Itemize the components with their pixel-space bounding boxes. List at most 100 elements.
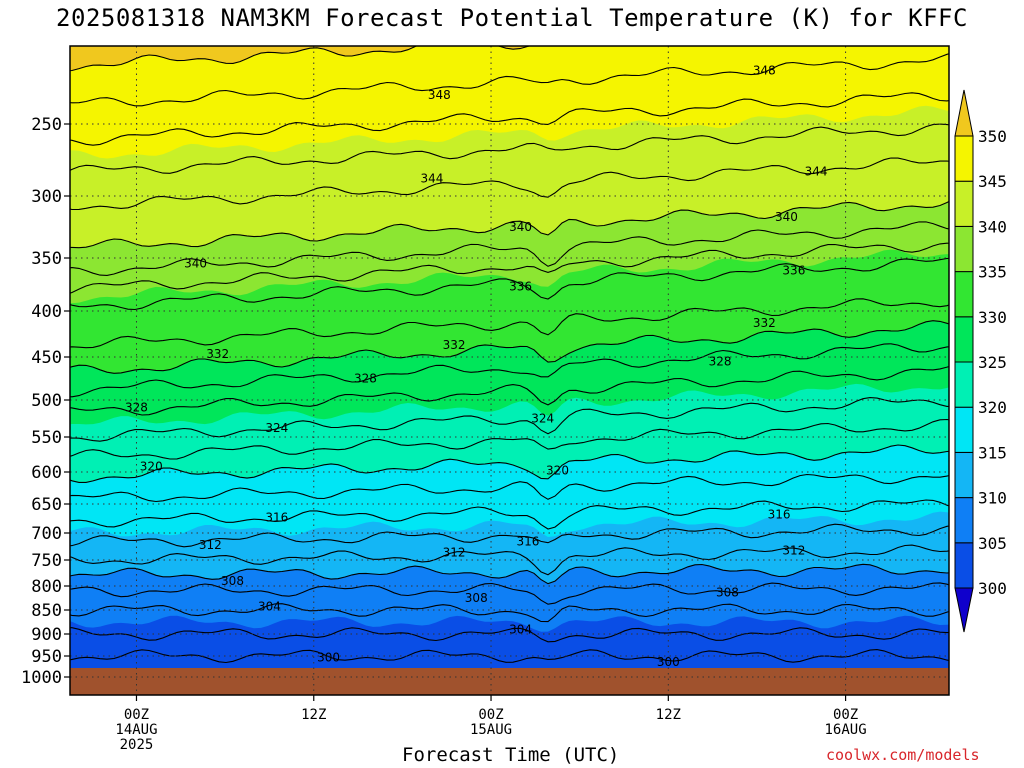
x-tick-label-0-2: 2025	[120, 737, 154, 753]
contour-label-324: 324	[265, 421, 288, 435]
y-tick-label-1000: 1000	[21, 668, 62, 688]
y-tick-label-850: 850	[31, 601, 62, 621]
chart-title: 2025081318 NAM3KM Forecast Potential Tem…	[56, 4, 968, 32]
y-tick-label-950: 950	[31, 647, 62, 667]
x-tick-label-0-0: 00Z	[124, 707, 149, 723]
y-tick-label-350: 350	[31, 249, 62, 269]
contour-330	[70, 320, 949, 374]
colorbar-label-330: 330	[978, 308, 1007, 327]
contour-326	[70, 365, 949, 416]
contour-label-340: 340	[184, 256, 207, 270]
contour-318	[70, 473, 949, 503]
colorbar-label-310: 310	[978, 489, 1007, 508]
contour-316	[70, 499, 949, 530]
contour-label-332: 332	[206, 347, 229, 361]
contour-label-348: 348	[428, 88, 451, 102]
band-345	[70, 46, 949, 159]
colorbar-label-340: 340	[978, 217, 1007, 236]
y-tick-label-900: 900	[31, 625, 62, 645]
contour-304	[70, 627, 949, 643]
colorbar-label-350: 350	[978, 127, 1007, 146]
x-tick-label-48-0: 00Z	[833, 707, 858, 723]
colorbar-segment-305	[954, 497, 974, 544]
plot-frame	[69, 45, 950, 696]
x-tick-label-48-1: 16AUG	[825, 722, 867, 738]
colorbar-label-335: 335	[978, 263, 1007, 282]
x-tick-label-24-1: 15AUG	[470, 722, 512, 738]
x-tick-label-24-0: 00Z	[478, 707, 503, 723]
x-tick-label-36-0: 12Z	[656, 707, 681, 723]
contour-348	[70, 53, 949, 107]
x-tick-label-0-1: 14AUG	[115, 722, 157, 738]
contour-label-308: 308	[716, 586, 739, 600]
contour-344	[70, 123, 949, 174]
contour-label-316: 316	[768, 507, 791, 521]
contour-320	[70, 444, 949, 483]
contour-label-308: 308	[221, 574, 244, 588]
site-credit: coolwx.com/models	[826, 746, 980, 764]
contour-label-348: 348	[753, 64, 776, 78]
band-350	[70, 46, 530, 71]
contour-label-320: 320	[140, 459, 163, 473]
contour-340	[70, 200, 949, 249]
contour-label-304: 304	[258, 600, 281, 614]
contour-338	[70, 221, 949, 276]
colorbar-segment-330	[954, 271, 974, 318]
contour-label-340: 340	[775, 210, 798, 224]
colorbar-label-315: 315	[978, 443, 1007, 462]
contour-label-320: 320	[546, 464, 569, 478]
contour-346	[70, 92, 949, 146]
contour-label-312: 312	[782, 543, 805, 557]
contour-label-332: 332	[443, 338, 466, 352]
colorbar-label-320: 320	[978, 398, 1007, 417]
contour-312	[70, 544, 949, 576]
contour-332	[70, 298, 949, 349]
contour-label-300: 300	[657, 655, 680, 669]
contour-label-332: 332	[753, 316, 776, 330]
y-tick-label-750: 750	[31, 551, 62, 571]
colorbar-segment-300	[954, 542, 974, 589]
contour-label-312: 312	[199, 538, 222, 552]
y-tick-label-700: 700	[31, 524, 62, 544]
grid-lines	[70, 46, 949, 695]
colorbar-arrow-bottom	[954, 587, 974, 633]
contour-334	[70, 257, 949, 311]
contour-label-328: 328	[125, 400, 148, 414]
contour-328	[70, 343, 949, 398]
colorbar-segment-320	[954, 361, 974, 408]
colorbar-label-345: 345	[978, 172, 1007, 191]
y-tick-label-400: 400	[31, 302, 62, 322]
contour-342	[70, 157, 949, 211]
contour-308	[70, 582, 949, 605]
colorbar-label-300: 300	[978, 579, 1007, 598]
contour-label-316: 316	[517, 535, 540, 549]
contour-label-328: 328	[354, 372, 377, 386]
colorbar-segment-310	[954, 451, 974, 499]
y-tick-label-450: 450	[31, 348, 62, 368]
y-tick-label-500: 500	[31, 391, 62, 411]
contour-302	[70, 649, 949, 664]
y-tick-label-650: 650	[31, 495, 62, 515]
colorbar-label-325: 325	[978, 353, 1007, 372]
contour-label-336: 336	[509, 280, 532, 294]
contour-label-304: 304	[509, 623, 532, 637]
y-axis: 250 300 350 400 450 500 550 600 650 700 750 800 850 9…	[21, 115, 70, 688]
colorbar-arrow-top	[954, 89, 974, 137]
contour-label-328: 328	[709, 354, 732, 368]
contour-314	[70, 523, 949, 548]
contour-310	[70, 563, 949, 585]
y-tick-label-250: 250	[31, 115, 62, 135]
y-tick-label-800: 800	[31, 577, 62, 597]
potential-temperature-fill	[70, 46, 949, 695]
ground-terrain	[70, 668, 949, 695]
colorbar-label-305: 305	[978, 534, 1007, 553]
y-tick-label-300: 300	[31, 187, 62, 207]
contour-label-344: 344	[805, 165, 828, 179]
contour-labels: 348 348 344 344 340 340 340 336 336 332 332 332 328 3…	[125, 64, 827, 669]
colorbar-segment-335	[954, 225, 974, 273]
x-axis-label: Forecast Time (UTC)	[402, 744, 620, 766]
y-tick-label-600: 600	[31, 463, 62, 483]
contour-label-308: 308	[465, 591, 488, 605]
